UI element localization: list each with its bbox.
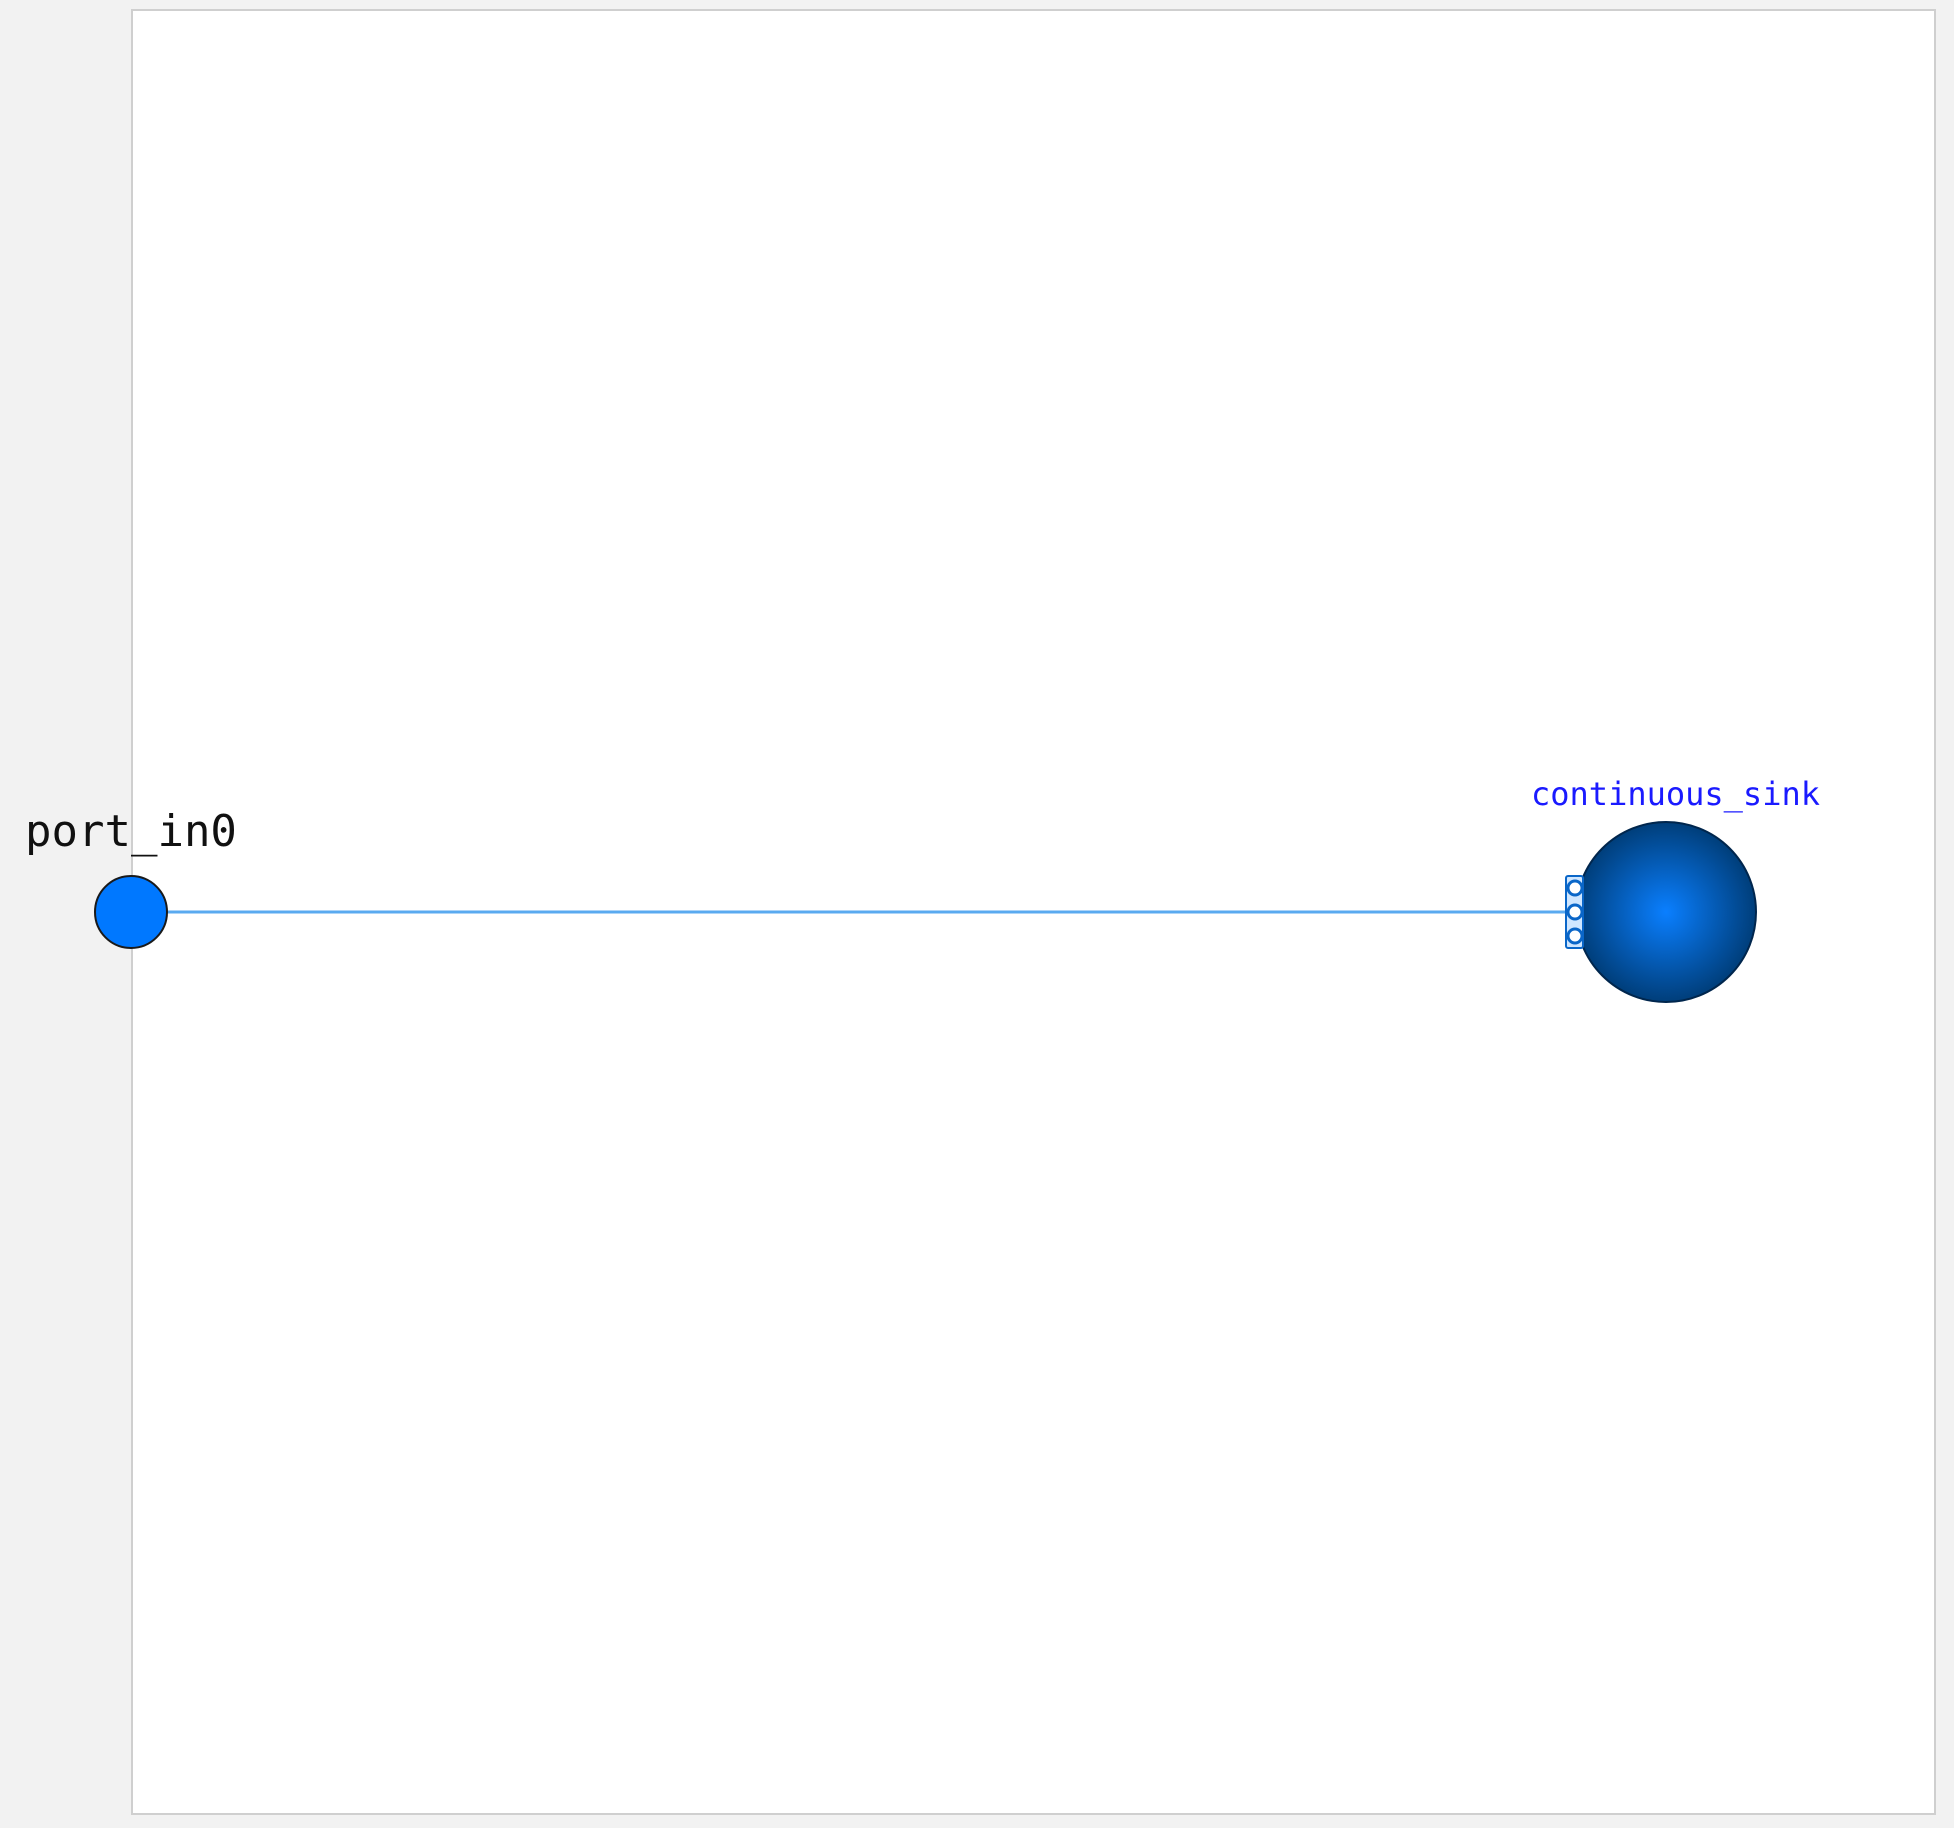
- port-in-node[interactable]: [94, 875, 168, 949]
- sink-input-port-1[interactable]: [1566, 879, 1584, 897]
- sink-input-port-2[interactable]: [1566, 903, 1584, 921]
- continuous-sink-label: continuous_sink: [1531, 775, 1820, 813]
- continuous-sink-block[interactable]: [1575, 821, 1757, 1003]
- sink-input-port-group[interactable]: [1565, 875, 1584, 949]
- port-in-label: port_in0: [25, 806, 237, 857]
- sink-input-port-3[interactable]: [1566, 927, 1584, 945]
